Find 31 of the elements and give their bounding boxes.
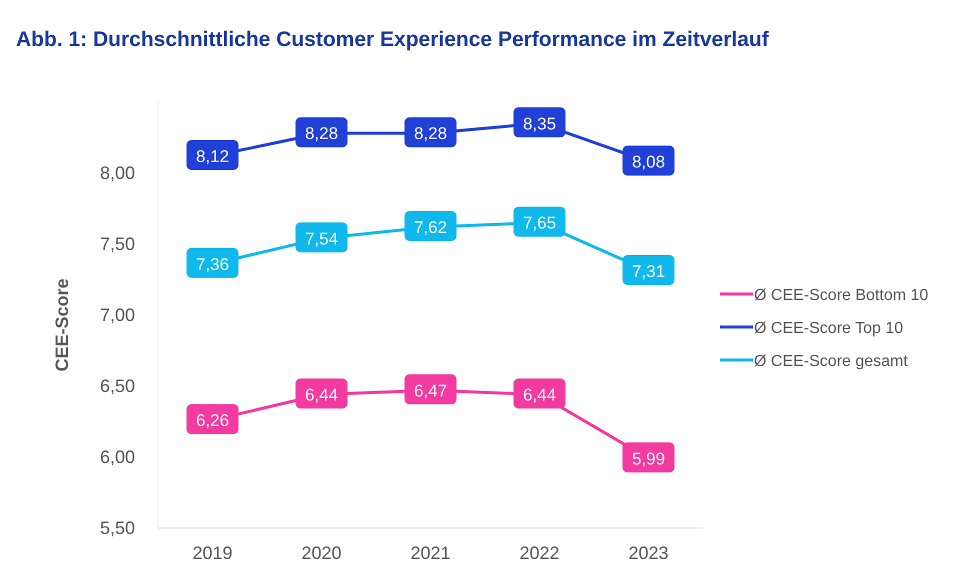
data-label: 8,28 xyxy=(414,124,448,144)
data-label: 6,44 xyxy=(522,386,556,405)
x-tick-label: 2019 xyxy=(192,543,233,563)
data-label: 8,35 xyxy=(522,114,556,134)
data-label: 7,62 xyxy=(414,218,448,237)
data-label: 7,36 xyxy=(196,254,230,274)
data-label: 6,26 xyxy=(196,411,230,430)
y-axis-title: CEE-Score xyxy=(52,278,72,372)
legend-label: Ø CEE-Score Top 10 xyxy=(754,320,904,337)
data-label: 5,99 xyxy=(632,449,666,468)
data-label: 6,44 xyxy=(304,386,338,405)
y-tick-label: 7,00 xyxy=(100,305,135,325)
data-label: 8,28 xyxy=(304,124,338,144)
y-tick-label: 5,50 xyxy=(100,518,135,538)
data-label: 8,08 xyxy=(632,152,666,172)
legend-label: Ø CEE-Score gesamt xyxy=(754,353,908,370)
y-tick-label: 7,50 xyxy=(100,234,135,254)
x-tick-label: 2021 xyxy=(410,543,451,563)
x-tick-label: 2020 xyxy=(301,543,342,563)
data-label: 6,47 xyxy=(414,381,448,400)
legend-label: Ø CEE-Score Bottom 10 xyxy=(754,287,928,304)
chart-title: Abb. 1: Durchschnittliche Customer Experience Performance im Zeitverlauf xyxy=(16,28,770,51)
y-tick-label: 6,50 xyxy=(100,376,135,396)
data-label: 7,54 xyxy=(304,229,338,248)
y-tick-label: 6,00 xyxy=(100,447,135,467)
data-label: 7,65 xyxy=(522,214,556,233)
data-label: 8,12 xyxy=(196,146,230,166)
x-tick-label: 2023 xyxy=(628,543,669,563)
y-tick-label: 8,00 xyxy=(100,163,135,183)
data-label: 7,31 xyxy=(632,262,666,281)
x-tick-label: 2022 xyxy=(519,543,560,563)
